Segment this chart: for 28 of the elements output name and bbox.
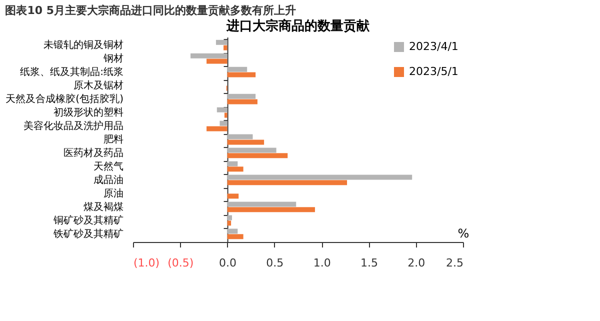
y-tick-label: 肥料 [104,134,124,146]
x-tick-label: 1.5 [360,256,378,270]
y-tick-label: 铁矿砂及其精矿 [52,228,124,240]
x-tick-label: 2.0 [408,256,426,270]
y-tick-label: 煤及褐煤 [84,200,124,213]
y-tick-label: 纸浆、纸及其制品:纸浆 [20,66,124,78]
y-tick-label: 成品油 [94,174,124,186]
y-tick-label: 钢材 [102,52,124,65]
x-axis-title: % [458,226,470,240]
y-tick-label: 原木及锯材 [74,80,124,92]
x-tick-label: (0.5) [168,256,194,270]
y-tick-label: 未锻轧的铜及铜材 [44,39,124,52]
text: 图表10 5月主要大宗商品进口同比的数量贡献多数有所上升 [5,4,296,17]
y-tick-label: 初级形状的塑料 [54,106,124,119]
x-tick-label: (1.0) [134,256,160,270]
x-tick-label: 1.0 [313,256,331,270]
x-tick-label: 2.5 [446,256,464,270]
chart-title: 进口大宗商品的数量贡献 [226,18,370,34]
x-tick-label: 0.0 [219,256,237,270]
y-tick-label: 天然及合成橡胶(包括胶乳) [6,93,124,106]
y-tick-label: 医药材及药品 [64,146,124,159]
y-tick-label: 原油 [104,187,124,200]
y-tick-label: 天然气 [94,160,124,172]
y-tick-label: 铜矿砂及其精矿 [52,214,124,226]
y-tick-label: 美容化妆品及洗护用品 [24,120,124,132]
x-tick-label: 0.5 [266,256,284,270]
legend-label: 2023/4/1 [409,40,458,53]
legend-label: 2023/5/1 [409,65,458,78]
